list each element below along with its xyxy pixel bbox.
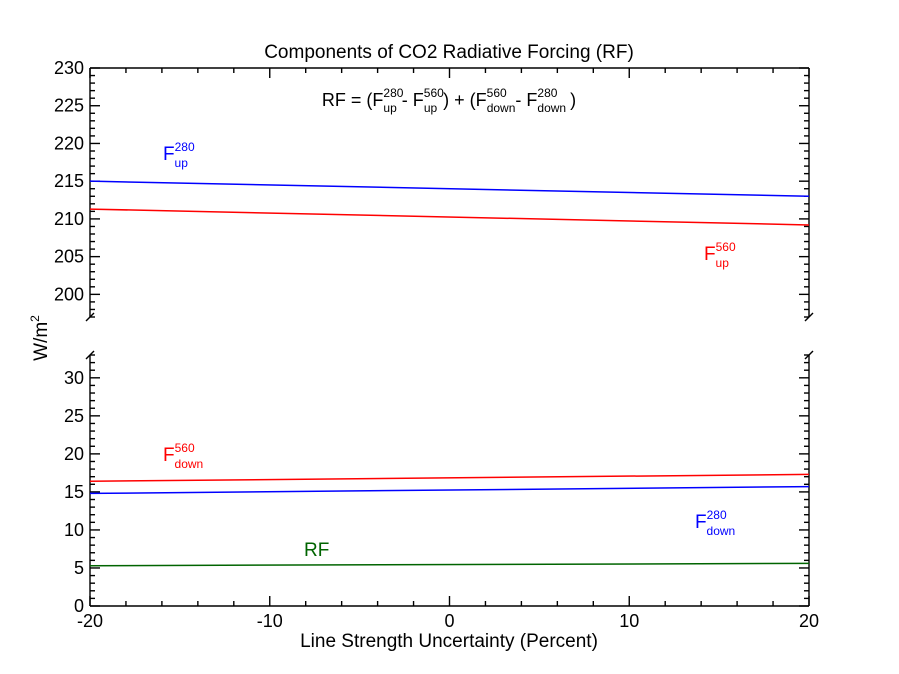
series-line-rf bbox=[89, 562, 810, 567]
series-labels: F280 up F560 up F560 down F280 down RF bbox=[163, 140, 736, 561]
y-tick-label-lower: 25 bbox=[64, 406, 84, 426]
eq-sup1: 280 bbox=[383, 86, 403, 100]
eq-m1: - F bbox=[397, 90, 424, 110]
series-line-fup280 bbox=[89, 180, 810, 198]
x-tick-label: -10 bbox=[257, 611, 283, 631]
eq-sub4: down bbox=[537, 101, 566, 115]
y-tick-label-upper: 215 bbox=[54, 171, 84, 191]
y-tick-label-lower: 15 bbox=[64, 482, 84, 502]
y-tick-label-upper: 205 bbox=[54, 247, 84, 267]
eq-lhs: RF = (F bbox=[322, 90, 384, 110]
chart-title: Components of CO2 Radiative Forcing (RF) bbox=[264, 42, 634, 63]
y-axis-label-base: W/m bbox=[31, 322, 52, 361]
axes: -20 -10 0 10 20 200 205 210 215 220 225 230 0 5 10 15 20… bbox=[54, 58, 819, 631]
series-lines bbox=[89, 180, 810, 567]
y-tick-label-upper: 210 bbox=[54, 209, 84, 229]
series-label-fup560: F560 up bbox=[704, 240, 736, 270]
series-label-fup280: F280 up bbox=[163, 140, 195, 170]
y-tick-label-lower: 5 bbox=[74, 558, 84, 578]
y-axis-label-sup: 2 bbox=[28, 315, 42, 322]
series-label-fdown280: F280 down bbox=[695, 508, 735, 538]
y-tick-label-upper: 200 bbox=[54, 284, 84, 304]
x-tick-label: 10 bbox=[619, 611, 639, 631]
y-tick-label-upper: 230 bbox=[54, 58, 84, 78]
series-line-fup560 bbox=[89, 208, 810, 226]
y-tick-label-upper: 225 bbox=[54, 96, 84, 116]
y-axis-label: W/m2 bbox=[28, 315, 52, 361]
x-tick-label: 0 bbox=[444, 611, 454, 631]
eq-sub3: down bbox=[487, 101, 516, 115]
y-tick-label-upper: 220 bbox=[54, 133, 84, 153]
series-label-fdown560: F560 down bbox=[163, 441, 203, 471]
x-axis-label: Line Strength Uncertainty (Percent) bbox=[300, 631, 598, 652]
series-line-fdown560 bbox=[89, 473, 810, 483]
eq-m3: - F bbox=[515, 90, 537, 110]
eq-sup4: 280 bbox=[537, 86, 557, 100]
series-label-rf: RF bbox=[304, 540, 329, 561]
eq-sub2: up bbox=[424, 101, 438, 115]
rf-equation: RF = (F280 up - F560 up) + (F560 down- F280… bbox=[322, 86, 576, 115]
x-tick-label: -20 bbox=[77, 611, 103, 631]
eq-sup2: 560 bbox=[424, 86, 444, 100]
eq-end: ) bbox=[570, 90, 576, 110]
series-line-fdown280 bbox=[89, 485, 810, 495]
y-tick-label-lower: 20 bbox=[64, 444, 84, 464]
eq-m2: ) + (F bbox=[443, 90, 487, 110]
y-tick-label-lower: 10 bbox=[64, 520, 84, 540]
eq-sup3: 560 bbox=[487, 86, 507, 100]
y-tick-label-lower: 30 bbox=[64, 368, 84, 388]
y-tick-label-lower: 0 bbox=[74, 596, 84, 616]
eq-sub1: up bbox=[383, 101, 397, 115]
x-tick-label: 20 bbox=[799, 611, 819, 631]
